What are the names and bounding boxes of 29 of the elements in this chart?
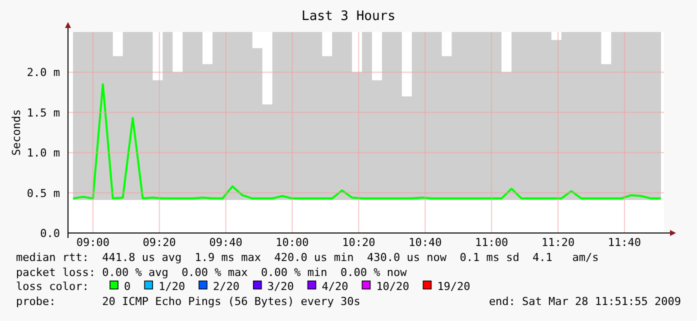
line-series [72, 83, 662, 200]
x-tick-label: 11:20 [541, 236, 575, 249]
x-tick-label: 10:00 [276, 236, 309, 249]
y-axis-title: Seconds [10, 109, 23, 156]
text: packet loss: 0.00 % avg 0.00 % max 0.00 % min 0.00 % now [16, 266, 408, 279]
x-tick-label: 10:40 [408, 236, 442, 249]
legend-label: 2/20 [213, 280, 240, 293]
y-tick-label: 2.0 m [26, 66, 60, 80]
text: probe: 20 ICMP Echo Pings (56 Bytes) every 30s [16, 295, 360, 308]
legend-label: 10/20 [376, 280, 410, 293]
legend-label: 3/20 [267, 280, 294, 293]
y-tick-label: 1.5 m [26, 106, 60, 120]
legend-label: 0 [124, 280, 131, 293]
x-tick-label: 09:20 [142, 236, 176, 249]
x-tick-label: 09:40 [209, 236, 242, 249]
x-tick-label: 11:40 [608, 236, 642, 249]
text: median rtt: 441.8 us avg 1.9 ms max 420.0 us min 430.0 us now 0.1 ms sd 4.1 am/s [16, 251, 599, 264]
legend-label: 1/20 [158, 280, 186, 293]
chart-title: Last 3 Hours [302, 9, 396, 24]
text: end: Sat Mar 28 11:51:55 2009 [488, 295, 681, 308]
y-tick-label: 0.5 m [26, 186, 60, 200]
y-tick-label: 1.0 m [26, 146, 60, 160]
y-tick-label: 0.0 [40, 227, 60, 240]
legend-label: 4/20 [322, 280, 348, 293]
legend-title: loss color: [16, 280, 89, 293]
x-tick-label: 09:00 [76, 236, 110, 249]
x-tick-label: 11:00 [475, 236, 508, 249]
x-tick-label: 10:20 [342, 236, 376, 249]
legend-label: 19/20 [437, 280, 470, 293]
